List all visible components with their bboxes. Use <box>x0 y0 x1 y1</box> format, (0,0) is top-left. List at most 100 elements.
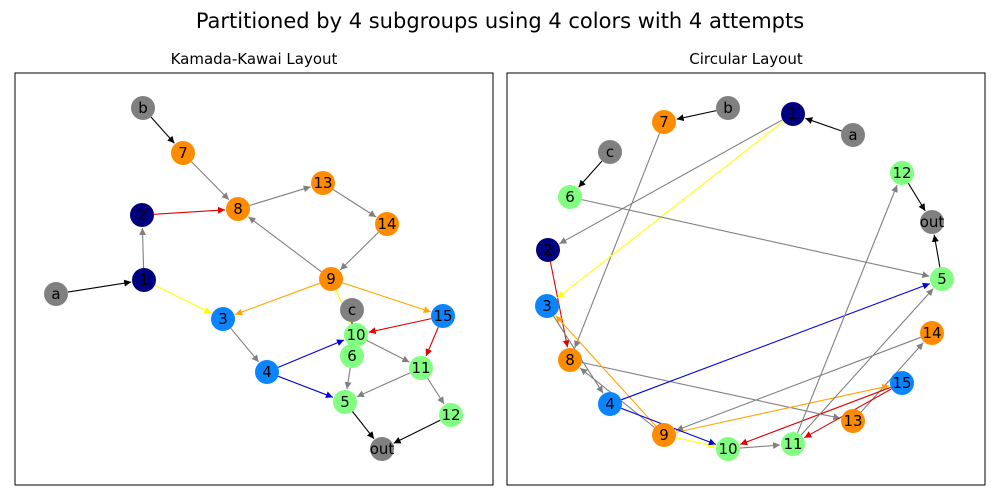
node-label: 11 <box>783 435 802 453</box>
node-circle <box>558 348 582 372</box>
node-circle <box>716 96 740 120</box>
node-label: 3 <box>218 310 228 328</box>
kk-node-9: 9 <box>319 267 343 291</box>
node-circle <box>333 390 357 414</box>
node-circle <box>311 171 335 195</box>
nodes-circular: b 7 8 13 14 9 2 1 a 3 c 15 10 6 4 11 5 12 out <box>535 96 954 461</box>
panel-title-circular: Circular Layout <box>689 50 803 68</box>
node-circle <box>171 141 195 165</box>
kk-edge-15-to-11 <box>425 326 439 357</box>
kk-edge-14-to-9 <box>339 232 379 271</box>
node-label: 5 <box>937 270 947 288</box>
node-label: 12 <box>441 406 460 424</box>
node-circle <box>652 423 676 447</box>
circ-node-8: 8 <box>558 348 582 372</box>
kk-edge-1-to-2 <box>139 227 147 269</box>
circ-edge-5-to-out <box>931 234 941 268</box>
node-label: 9 <box>326 270 336 288</box>
node-label: 15 <box>433 307 452 325</box>
circ-node-15: 15 <box>890 371 914 395</box>
kk-edge-2-to-8 <box>153 206 226 215</box>
node-circle <box>920 210 944 234</box>
kk-edge-6-to-5 <box>344 367 352 390</box>
kk-edge-9-to-15 <box>342 282 431 314</box>
circ-node-c: c <box>598 140 622 164</box>
node-label: 1 <box>788 105 798 123</box>
node-circle <box>841 409 865 433</box>
kk-edge-13-to-14 <box>332 189 377 218</box>
node-circle <box>370 437 394 461</box>
kk-edge-3-to-4 <box>230 327 260 363</box>
node-circle <box>652 110 676 134</box>
circ-node-11: 11 <box>781 432 805 456</box>
edges-circular <box>549 110 941 450</box>
circ-node-12: 12 <box>890 161 914 185</box>
kk-node-1: 1 <box>132 268 156 292</box>
kk-edge-10-to-11 <box>366 339 410 363</box>
circ-node-13: 13 <box>841 409 865 433</box>
node-label: 1 <box>139 271 149 289</box>
circ-node-6: 6 <box>558 185 582 209</box>
node-circle <box>131 96 155 120</box>
node-circle <box>598 140 622 164</box>
kk-node-3: 3 <box>211 307 235 331</box>
node-circle <box>439 403 463 427</box>
node-circle <box>536 238 560 262</box>
kk-node-8: 8 <box>226 197 250 221</box>
kk-edge-7-to-8 <box>191 161 230 201</box>
circ-edge-12-to-out <box>907 182 926 212</box>
kk-node-13: 13 <box>311 171 335 195</box>
panel-kamada-kawai: Kamada-Kawai Layout b 7 8 13 14 9 2 1 a 3 c 15 10 6 4 1… <box>14 50 494 486</box>
kk-node-12: 12 <box>439 403 463 427</box>
node-circle <box>255 360 279 384</box>
circ-node-14: 14 <box>920 321 944 345</box>
node-label: 13 <box>313 174 332 192</box>
panel-circular: Circular Layout b 7 8 13 14 9 2 1 a 3 c 15 10 6 4 11 5 12… <box>506 50 986 486</box>
kk-edge-15-to-10 <box>368 318 432 335</box>
kk-node-5: 5 <box>333 390 357 414</box>
node-circle <box>226 197 250 221</box>
node-label: 11 <box>411 359 430 377</box>
circ-node-a: a <box>841 123 865 147</box>
circ-edge-11-to-12 <box>796 184 898 434</box>
node-label: a <box>51 285 60 303</box>
circ-edge-1-to-3 <box>556 120 784 299</box>
circ-node-4: 4 <box>598 392 622 416</box>
circ-edge-10-to-11 <box>739 442 781 450</box>
circ-edge-c-to-6 <box>578 160 603 188</box>
kk-node-10: 10 <box>344 323 368 347</box>
circ-node-2: 2 <box>536 238 560 262</box>
kk-edge-11-to-5 <box>356 372 411 398</box>
circ-edge-9-to-3 <box>555 315 657 427</box>
circ-edge-6-to-5 <box>581 199 930 279</box>
kk-node-a: a <box>44 282 68 306</box>
node-circle <box>344 323 368 347</box>
kk-node-out: out <box>370 437 394 461</box>
kk-edge-9-to-3 <box>235 282 320 316</box>
node-label: b <box>138 99 148 117</box>
kk-node-7: 7 <box>171 141 195 165</box>
circ-node-3: 3 <box>535 294 559 318</box>
circ-edge-8-to-13 <box>581 361 841 421</box>
kk-node-b: b <box>131 96 155 120</box>
kk-edge-9-to-8 <box>248 216 322 273</box>
node-label: out <box>920 213 945 231</box>
node-circle <box>340 298 364 322</box>
circ-node-9: 9 <box>652 423 676 447</box>
node-label: 10 <box>346 326 365 344</box>
node-label: 4 <box>605 395 615 413</box>
node-label: 2 <box>543 241 553 259</box>
kk-edge-12-to-out <box>393 419 441 444</box>
circ-node-5: 5 <box>930 267 954 291</box>
kk-node-6: 6 <box>340 344 364 368</box>
node-circle <box>558 185 582 209</box>
kk-edge-1-to-3 <box>154 284 212 314</box>
node-circle <box>340 344 364 368</box>
kk-edge-4-to-10 <box>277 339 345 368</box>
node-label: 12 <box>892 164 911 182</box>
node-circle <box>409 356 433 380</box>
circ-edge-a-to-1 <box>805 117 842 132</box>
node-label: 6 <box>347 347 357 365</box>
circ-edge-15-to-10 <box>740 386 891 446</box>
panel-title-kamada-kawai: Kamada-Kawai Layout <box>171 50 338 68</box>
